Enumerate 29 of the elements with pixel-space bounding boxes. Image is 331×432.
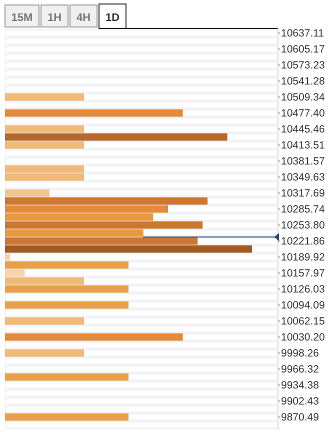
- y-tick-label: 10445.46: [281, 123, 325, 136]
- y-tick-label: 10285.74: [281, 203, 325, 216]
- y-tick-label: 10221.86: [281, 235, 325, 248]
- y-tick-label: 10413.51: [281, 139, 325, 152]
- y-tick-label: 10189.92: [281, 251, 325, 264]
- y-tick-label: 10477.40: [281, 107, 325, 120]
- y-tick-label: 10573.23: [281, 59, 325, 72]
- y-tick-label: 10126.03: [281, 283, 325, 296]
- y-tick-label: 10541.28: [281, 75, 325, 88]
- y-tick-label: 10605.17: [281, 43, 325, 56]
- y-tick-label: 9870.49: [281, 411, 320, 424]
- tab[interactable]: 1D: [98, 4, 126, 30]
- y-tick-label: 10317.69: [281, 187, 325, 200]
- y-tick-label: 10157.97: [281, 267, 325, 280]
- y-tick-label: 10030.20: [281, 331, 325, 344]
- y-tick-label: 10637.11: [281, 27, 324, 40]
- y-tick-label: 10349.63: [281, 171, 325, 184]
- y-tick-label: 10062.15: [281, 315, 325, 328]
- y-tick-label: 9966.32: [281, 363, 320, 376]
- y-tick-label: 9998.26: [281, 347, 320, 360]
- y-tick-label: 9934.38: [281, 379, 320, 392]
- y-tick-label: 9902.43: [281, 395, 320, 408]
- tab[interactable]: 1H: [40, 4, 68, 28]
- y-tick-label: 10509.34: [281, 91, 325, 104]
- tab[interactable]: 4H: [70, 4, 98, 28]
- tab[interactable]: 15M: [4, 4, 40, 28]
- y-tick-label: 10381.57: [281, 155, 325, 168]
- y-tick-label: 10253.80: [281, 219, 325, 232]
- y-tick-label: 10094.09: [281, 299, 325, 312]
